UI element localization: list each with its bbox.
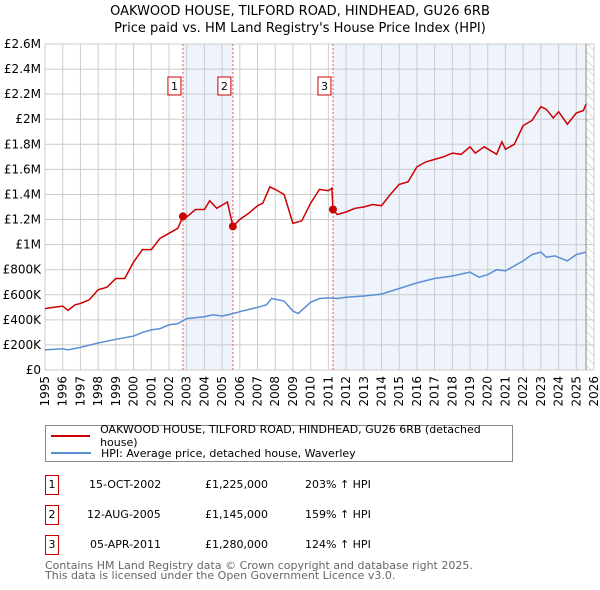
y-tick-label: £2.6M bbox=[4, 37, 41, 51]
property-series-line bbox=[44, 103, 587, 312]
legend-swatch-property bbox=[51, 435, 91, 437]
sale-price: £1,280,000 bbox=[205, 538, 268, 551]
x-tick-label: 2011 bbox=[321, 376, 335, 407]
hpi-change: 203% ↑ HPI bbox=[305, 478, 371, 491]
sale-label-box bbox=[217, 76, 232, 96]
sale-date: 15-OCT-2002 bbox=[89, 478, 162, 491]
sale-label-box bbox=[317, 76, 332, 96]
x-tick-label: 2019 bbox=[463, 376, 477, 407]
marker-badge: 2 bbox=[45, 505, 59, 525]
sale-point bbox=[328, 205, 337, 214]
marker-badge: 1 bbox=[45, 475, 59, 495]
sale-date: 12-AUG-2005 bbox=[87, 508, 161, 521]
y-tick-label: £2.4M bbox=[4, 62, 41, 76]
sale-point bbox=[228, 222, 237, 231]
x-tick-label: 2022 bbox=[516, 376, 530, 407]
y-tick-label: £2.2M bbox=[4, 87, 41, 101]
x-tick-label: 1999 bbox=[109, 376, 123, 407]
marker-badge: 3 bbox=[45, 535, 59, 555]
future-hatch bbox=[586, 44, 594, 370]
x-tick-label: 2013 bbox=[357, 376, 371, 407]
y-tick-label: £2M bbox=[15, 112, 41, 126]
legend-item-hpi: HPI: Average price, detached house, Wave… bbox=[46, 445, 356, 461]
x-tick-label: 2012 bbox=[339, 376, 353, 407]
price-chart: 1995 1996 1997 1998 1999 2000 2001 2002 2003 2004… bbox=[3, 37, 600, 407]
legend-swatch-hpi bbox=[51, 452, 91, 454]
sale-price: £1,225,000 bbox=[205, 478, 268, 491]
x-tick-label: 2009 bbox=[286, 376, 300, 407]
x-tick-label: 2014 bbox=[374, 376, 388, 407]
x-tick-label: 2010 bbox=[304, 376, 318, 407]
legend-label-property: OAKWOOD HOUSE, TILFORD ROAD, HINDHEAD, G… bbox=[100, 423, 481, 449]
sale-point bbox=[178, 212, 187, 221]
x-tick-label: 2025 bbox=[569, 376, 583, 407]
x-tick-label: 2005 bbox=[215, 376, 229, 407]
y-tick-label: £1.6M bbox=[4, 162, 41, 176]
x-tick-label: 2017 bbox=[428, 376, 442, 407]
hpi-series-line bbox=[44, 251, 587, 351]
sale-period-shade bbox=[332, 44, 587, 370]
sale-label: 3 bbox=[321, 80, 328, 93]
x-tick-label: 2018 bbox=[445, 376, 459, 407]
x-tick-label: 2008 bbox=[268, 376, 282, 407]
legend: OAKWOOD HOUSE, TILFORD ROAD, HINDHEAD, G… bbox=[45, 423, 513, 462]
x-tick-label: 2006 bbox=[233, 376, 247, 407]
sale-label-box bbox=[167, 76, 182, 96]
x-tick-label: 2000 bbox=[127, 376, 141, 407]
y-tick-label: £600K bbox=[3, 288, 43, 302]
x-tick-label: 2007 bbox=[251, 376, 265, 407]
legend-label-hpi: HPI: Average price, detached house, Wave… bbox=[101, 446, 356, 460]
y-tick-label: £800K bbox=[3, 263, 43, 277]
y-tick-label: £1.2M bbox=[4, 213, 41, 227]
y-tick-label: £1.4M bbox=[4, 187, 41, 201]
x-tick-label: 1995 bbox=[38, 376, 52, 407]
x-tick-label: 1998 bbox=[91, 376, 105, 407]
y-tick-label: £400K bbox=[3, 313, 43, 327]
x-tick-label: 2004 bbox=[197, 376, 211, 407]
footer-copyright: Contains HM Land Registry data © Crown c… bbox=[45, 559, 473, 572]
hpi-change: 124% ↑ HPI bbox=[305, 538, 371, 551]
x-tick-label: 1996 bbox=[56, 376, 70, 407]
x-tick-label: 2003 bbox=[180, 376, 194, 407]
legend-item-property: OAKWOOD HOUSE, TILFORD ROAD, HINDHEAD, G… bbox=[46, 423, 512, 449]
x-tick-label: 2026 bbox=[587, 376, 600, 407]
sale-label: 2 bbox=[221, 80, 228, 93]
x-tick-label: 2021 bbox=[498, 376, 512, 407]
footer-licence: This data is licensed under the Open Gov… bbox=[45, 569, 396, 582]
y-tick-label: £1.8M bbox=[4, 137, 41, 151]
hpi-change: 159% ↑ HPI bbox=[305, 508, 371, 521]
chart-title: OAKWOOD HOUSE, TILFORD ROAD, HINDHEAD, G… bbox=[110, 4, 490, 19]
sale-label: 1 bbox=[171, 80, 178, 93]
y-tick-label: £1M bbox=[15, 238, 41, 252]
x-tick-label: 2002 bbox=[162, 376, 176, 407]
x-tick-label: 2020 bbox=[481, 376, 495, 407]
y-tick-label: £0 bbox=[26, 363, 41, 377]
x-tick-label: 2001 bbox=[144, 376, 158, 407]
x-tick-label: 1997 bbox=[73, 376, 87, 407]
x-tick-label: 2023 bbox=[534, 376, 548, 407]
x-tick-label: 2024 bbox=[552, 376, 566, 407]
y-tick-label: £200K bbox=[3, 338, 43, 352]
x-tick-label: 2015 bbox=[392, 376, 406, 407]
sale-date: 05-APR-2011 bbox=[90, 538, 162, 551]
sale-price: £1,145,000 bbox=[205, 508, 268, 521]
chart-subtitle: Price paid vs. HM Land Registry's House … bbox=[114, 21, 486, 36]
x-tick-label: 2016 bbox=[410, 376, 424, 407]
